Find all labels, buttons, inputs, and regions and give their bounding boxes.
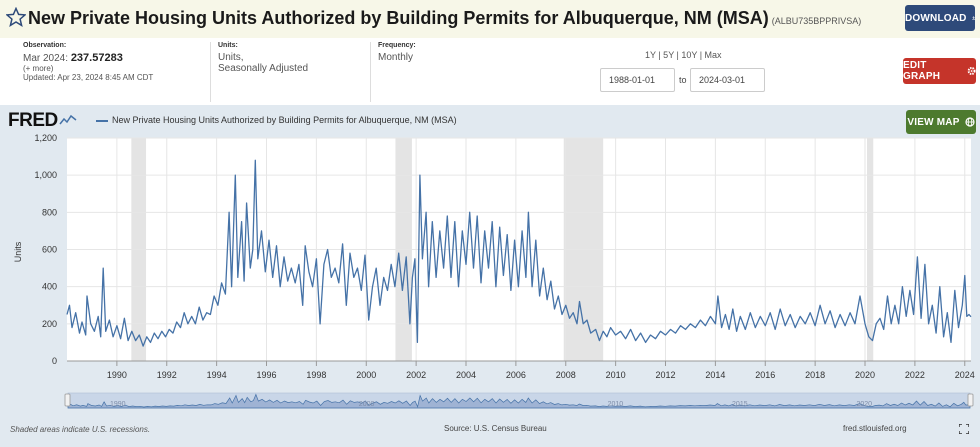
fred-logo-text: FRED xyxy=(8,110,58,131)
end-date-input[interactable]: 2024-03-01 xyxy=(690,68,765,92)
gear-icon xyxy=(967,67,976,75)
range-links[interactable]: 1Y | 5Y | 10Y | Max xyxy=(645,50,722,60)
to-label: to xyxy=(679,75,687,85)
fullscreen-icon[interactable] xyxy=(959,424,969,434)
frequency-label: Frequency: xyxy=(378,42,416,49)
globe-icon xyxy=(964,117,975,127)
frequency-value: Monthly xyxy=(378,52,414,63)
sparkline-logo-icon xyxy=(59,114,77,125)
chart-legend: New Private Housing Units Authorized by … xyxy=(96,115,457,125)
download-icon xyxy=(971,16,975,20)
units-label: Units: xyxy=(218,42,238,49)
title-bar: New Private Housing Units Authorized by … xyxy=(0,0,980,38)
observation-label: Observation: xyxy=(23,42,67,49)
source-url[interactable]: fred.stlouisfed.org xyxy=(843,424,907,433)
recession-note: Shaded areas indicate U.S. recessions. xyxy=(10,425,151,434)
fred-logo: FRED xyxy=(8,110,77,132)
edit-graph-button[interactable]: EDIT GRAPH xyxy=(903,58,976,84)
series-id: (ALBU735BPPRIVSA) xyxy=(771,16,862,26)
observation-value: 237.57283 xyxy=(70,52,123,64)
source-text: Source: U.S. Census Bureau xyxy=(444,424,547,433)
edit-graph-label: EDIT GRAPH xyxy=(903,60,941,82)
observation-block: Observation: Mar 2024: 237.57283 (+ more… xyxy=(23,42,203,102)
download-label: DOWNLOAD xyxy=(905,12,967,24)
view-map-button[interactable]: VIEW MAP xyxy=(906,110,976,134)
start-date-input[interactable]: 1988-01-01 xyxy=(600,68,675,92)
more-link[interactable]: (+ more) xyxy=(23,64,54,73)
units-block: Units: Units, Seasonally Adjusted xyxy=(210,42,360,102)
series-title: New Private Housing Units Authorized by … xyxy=(28,8,769,28)
frequency-block: Frequency: Monthly xyxy=(370,42,490,102)
observation-date: Mar 2024: xyxy=(23,53,69,64)
units-line-2: Seasonally Adjusted xyxy=(218,63,309,74)
view-map-label: VIEW MAP xyxy=(907,116,960,128)
units-line-1: Units, xyxy=(218,52,244,63)
star-icon[interactable] xyxy=(6,7,26,27)
updated-text: Updated: Apr 23, 2024 8:45 AM CDT xyxy=(23,73,154,82)
chart-panel xyxy=(0,105,980,447)
legend-swatch xyxy=(96,119,108,122)
legend-text: New Private Housing Units Authorized by … xyxy=(112,115,457,125)
download-button[interactable]: DOWNLOAD xyxy=(905,5,975,31)
page-title: New Private Housing Units Authorized by … xyxy=(28,8,861,29)
